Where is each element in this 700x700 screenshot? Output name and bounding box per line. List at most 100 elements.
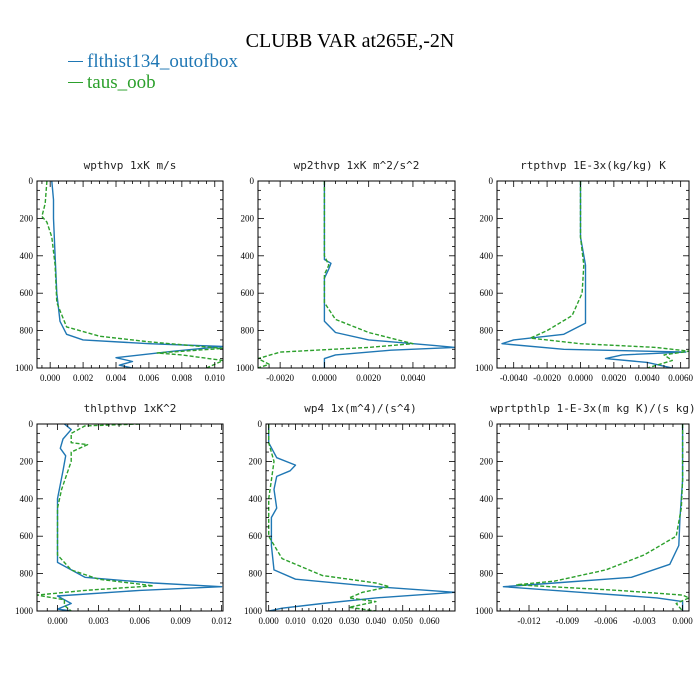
x-tick-label: 0.000 <box>40 373 61 383</box>
x-tick-label: 0.012 <box>212 616 232 626</box>
y-tick-label: 600 <box>480 531 494 541</box>
y-tick-label: 200 <box>480 213 494 223</box>
x-tick-label: 0.000 <box>259 616 280 626</box>
subplot-6: wprtpthlp 1-E-3x(m kg K)/(s kg) 0 200 400 60… <box>475 402 696 626</box>
legend-label: taus_oob <box>87 72 156 93</box>
x-tick-label: -0.006 <box>594 616 618 626</box>
y-tick-label: 1000 <box>15 363 34 373</box>
y-tick-label: 1000 <box>475 363 494 373</box>
plot-frame <box>496 180 690 369</box>
subplot-title: wp2thvp 1xK m^2/s^2 <box>294 159 420 172</box>
legend-item-flthist134: flthist134_outofbox <box>68 51 238 73</box>
x-tick-label: 0.060 <box>419 616 440 626</box>
x-tick-label: -0.0020 <box>533 373 561 383</box>
series-line-taus-oob <box>258 181 414 368</box>
x-tick-label: -0.009 <box>556 616 580 626</box>
subplot-1: wpthvp 1xK m/s 0 200 400 600 800 1000 0.000 0.00… <box>15 159 225 383</box>
plot-frame <box>265 423 456 612</box>
plot-frame <box>496 423 690 612</box>
series-line-taus-oob <box>37 424 154 611</box>
x-tick-label: 0.0000 <box>568 373 593 383</box>
subplot-title: wpthvp 1xK m/s <box>84 159 177 172</box>
chart-title: CLUBB VAR at265E,-2N <box>245 30 455 52</box>
x-tick-label: 0.050 <box>393 616 414 626</box>
y-tick-label: 1000 <box>236 363 255 373</box>
plot-frame <box>36 423 224 612</box>
legend-label: flthist134_outofbox <box>87 51 238 72</box>
x-tick-label: 0.000 <box>672 616 693 626</box>
y-tick-label: 600 <box>20 531 34 541</box>
y-tick-label: 0 <box>489 419 494 429</box>
x-tick-label: 0.009 <box>170 616 191 626</box>
subplot-2: wp2thvp 1xK m^2/s^2 0 200 400 600 800 1000 -0.0… <box>236 159 456 383</box>
subplot-title: rtpthvp 1E-3x(kg/kg) K <box>520 159 666 172</box>
subplot-title: thlpthvp 1xK^2 <box>84 402 177 415</box>
x-tick-label: 0.0040 <box>635 373 660 383</box>
y-tick-label: 400 <box>480 494 494 504</box>
y-tick-label: 0 <box>29 176 34 186</box>
y-tick-label: 400 <box>20 494 34 504</box>
x-tick-label: 0.0060 <box>668 373 693 383</box>
y-tick-label: 200 <box>480 456 494 466</box>
legend-item-taus-oob: taus_oob <box>68 72 156 94</box>
x-tick-label: 0.008 <box>172 373 193 383</box>
x-tick-label: 0.004 <box>106 373 127 383</box>
y-tick-label: 200 <box>249 456 263 466</box>
x-tick-label: 0.0020 <box>356 373 381 383</box>
plot-frame <box>257 180 456 369</box>
y-tick-label: 1000 <box>15 606 34 616</box>
series-line-flthist134 <box>56 424 223 611</box>
x-tick-label: -0.003 <box>633 616 657 626</box>
y-tick-label: 0 <box>250 176 255 186</box>
y-tick-label: 200 <box>20 456 34 466</box>
y-tick-label: 400 <box>241 251 255 261</box>
x-tick-label: 0.0020 <box>601 373 626 383</box>
x-tick-label: 0.006 <box>139 373 160 383</box>
subplot-3: rtpthvp 1E-3x(kg/kg) K02004006008001000-… <box>475 159 694 383</box>
y-tick-label: 200 <box>241 213 255 223</box>
x-tick-label: 0.030 <box>339 616 360 626</box>
y-tick-label: 600 <box>480 288 494 298</box>
y-tick-label: 800 <box>241 326 255 336</box>
series-line-flthist134 <box>51 181 223 368</box>
series-line-taus-oob <box>41 181 223 368</box>
x-tick-label: 0.010 <box>285 616 306 626</box>
y-tick-label: 600 <box>20 288 34 298</box>
y-tick-label: 1000 <box>244 606 263 616</box>
x-tick-label: 0.000 <box>47 616 68 626</box>
x-tick-label: -0.012 <box>517 616 540 626</box>
x-tick-label: -0.0040 <box>500 373 528 383</box>
y-tick-label: 600 <box>241 288 255 298</box>
y-tick-label: 800 <box>20 326 34 336</box>
series-line-flthist134 <box>501 181 687 368</box>
x-tick-label: -0.0020 <box>266 373 294 383</box>
subplot-4: thlpthvp 1xK^2 0 200 400 600 800 1000 0.000 0.00… <box>15 402 232 626</box>
series-line-taus-oob <box>529 181 689 368</box>
legend-swatch <box>68 61 83 63</box>
y-tick-label: 400 <box>480 251 494 261</box>
series-line-flthist134 <box>268 424 455 611</box>
x-tick-label: 0.006 <box>129 616 150 626</box>
series-line-flthist134 <box>323 181 455 368</box>
x-tick-label: 0.003 <box>88 616 109 626</box>
y-tick-label: 400 <box>20 251 34 261</box>
y-tick-label: 0 <box>258 419 263 429</box>
legend-swatch <box>68 82 83 84</box>
y-tick-label: 0 <box>29 419 34 429</box>
x-tick-label: 0.0000 <box>312 373 337 383</box>
x-tick-label: 0.002 <box>73 373 93 383</box>
x-tick-label: 0.040 <box>366 616 387 626</box>
subplot-title: wprtpthlp 1-E-3x(m kg K)/(s kg) <box>490 402 695 415</box>
series-line-taus-oob <box>515 424 689 611</box>
y-tick-label: 800 <box>480 326 494 336</box>
y-tick-label: 200 <box>20 213 34 223</box>
y-tick-label: 0 <box>489 176 494 186</box>
y-tick-label: 800 <box>249 569 263 579</box>
subplot-title: wp4 1x(m^4)/(s^4) <box>304 402 417 415</box>
x-tick-label: 0.010 <box>205 373 226 383</box>
x-tick-label: 0.020 <box>312 616 333 626</box>
x-tick-label: 0.0040 <box>401 373 426 383</box>
y-tick-label: 1000 <box>475 606 494 616</box>
